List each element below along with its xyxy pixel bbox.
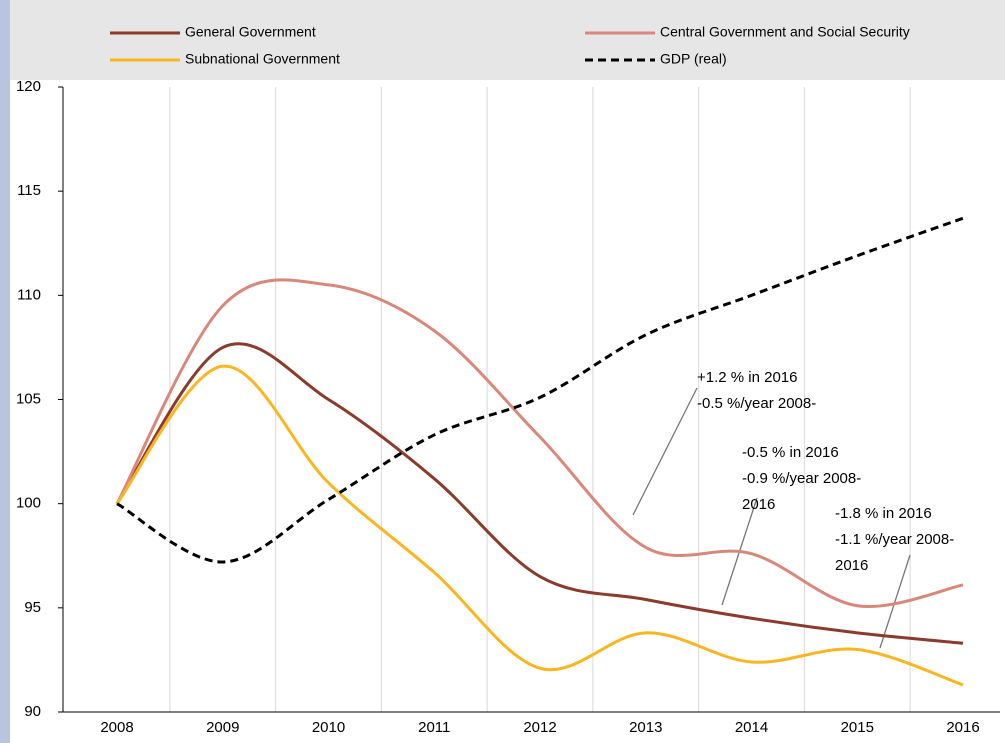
x-tick-label: 2016 [946,719,979,736]
legend-label: GDP (real) [660,51,727,67]
annotation: 2016 [835,557,868,574]
legend-label: Subnational Government [185,51,340,67]
y-tick-label: 120 [16,78,41,95]
x-tick-label: 2014 [735,719,768,736]
legend-label: General Government [185,24,316,40]
y-tick-label: 100 [16,495,41,512]
leader [879,554,911,649]
annotation: -0.5 %/year 2008- [697,395,816,412]
chart-area [10,0,1005,743]
legend-band [10,0,1005,80]
legend-label: Central Government and Social Security [660,24,910,40]
x-tick-label: 2013 [629,719,662,736]
annotation: 2016 [742,496,775,513]
annotation: -1.8 % in 2016 [835,505,932,522]
x-tick-label: 2008 [100,719,133,736]
annotation: +1.2 % in 2016 [697,369,798,386]
leader [632,387,698,516]
x-tick-label: 2009 [206,719,239,736]
annotation: -0.5 % in 2016 [742,444,839,461]
annotation: -1.1 %/year 2008- [835,531,954,548]
y-tick-label: 110 [17,286,41,303]
y-tick-label: 90 [24,703,41,720]
series-line [115,364,964,687]
y-tick-label: 115 [17,182,41,199]
y-tick-label: 105 [16,390,41,407]
x-tick-label: 2015 [841,719,874,736]
x-tick-label: 2011 [418,719,450,736]
x-tick-label: 2010 [312,719,345,736]
category-separators [169,87,911,712]
series-line [116,216,964,564]
y-tick-label: 95 [24,599,41,616]
annotation: -0.9 %/year 2008- [742,470,861,487]
x-tick-label: 2012 [523,719,556,736]
series-line [115,342,964,645]
series-line [115,278,964,609]
